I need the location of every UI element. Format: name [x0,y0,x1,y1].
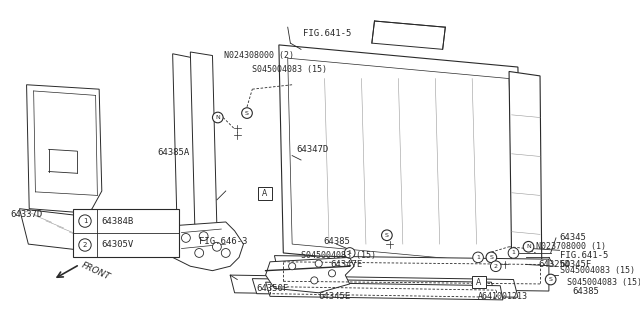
Polygon shape [509,71,542,271]
Polygon shape [230,275,518,297]
Circle shape [473,252,483,263]
Text: 64384B: 64384B [102,217,134,226]
Text: N023708000 (1): N023708000 (1) [536,242,607,251]
Polygon shape [19,209,104,253]
Text: A: A [476,278,481,287]
Text: N: N [216,115,220,120]
Circle shape [195,249,204,257]
Circle shape [221,249,230,257]
Circle shape [486,252,497,263]
Text: FRONT: FRONT [79,260,111,282]
Text: 64385: 64385 [572,286,599,296]
Polygon shape [372,21,445,49]
Polygon shape [288,58,513,264]
Polygon shape [161,222,243,271]
Text: 64325D: 64325D [538,260,570,269]
Circle shape [311,277,318,284]
Circle shape [242,108,252,118]
Circle shape [79,215,91,227]
Circle shape [328,270,335,277]
Polygon shape [266,282,503,300]
Circle shape [212,112,223,123]
Text: 2: 2 [494,264,498,269]
Text: S: S [490,255,493,260]
Text: FIG.641-5: FIG.641-5 [303,29,351,38]
Circle shape [79,239,91,251]
Text: 64305V: 64305V [102,241,134,250]
Text: S045004083 (15): S045004083 (15) [301,251,376,260]
Text: 1: 1 [83,218,87,224]
Circle shape [212,242,221,251]
Polygon shape [26,85,102,213]
Text: A: A [262,189,268,198]
Bar [472,276,486,288]
Circle shape [381,230,392,241]
Text: 64345F: 64345F [559,260,592,269]
Circle shape [199,232,208,241]
Polygon shape [279,45,522,275]
Text: A641001213: A641001213 [478,292,528,301]
Circle shape [524,242,534,252]
Text: S045004083 (15): S045004083 (15) [252,65,327,74]
Text: FIG.641-5: FIG.641-5 [559,251,608,260]
Text: N: N [526,244,531,249]
Text: 64337D: 64337D [11,210,43,220]
Circle shape [289,263,296,270]
Text: 64345E: 64345E [319,292,351,301]
Text: S045004083 (15): S045004083 (15) [559,266,634,275]
Text: S045004083 (15): S045004083 (15) [566,278,640,287]
Text: FIG.646-3: FIG.646-3 [199,237,248,246]
Text: 64347D: 64347D [296,145,329,154]
Circle shape [182,234,190,242]
Text: S: S [385,233,389,238]
Polygon shape [275,256,549,291]
Text: 1: 1 [476,255,480,260]
Text: 64345: 64345 [559,233,586,243]
Polygon shape [173,54,199,231]
Text: 1: 1 [348,251,351,255]
Bar [72,209,179,257]
Text: S: S [548,277,552,282]
Text: 2: 2 [83,242,87,248]
Circle shape [315,260,323,267]
Text: 64385: 64385 [323,237,350,246]
Polygon shape [266,257,354,293]
Bar [258,188,272,200]
Circle shape [508,248,519,258]
Text: 64350F: 64350F [257,284,289,293]
Polygon shape [190,52,217,228]
Text: 1: 1 [511,251,515,255]
Text: N024308000 (2): N024308000 (2) [224,51,294,60]
Text: S: S [245,111,249,116]
Circle shape [344,248,355,258]
Polygon shape [252,279,496,297]
Circle shape [490,261,501,272]
Text: 64347E: 64347E [330,260,362,269]
Circle shape [545,274,556,285]
Text: 64385A: 64385A [157,148,190,157]
